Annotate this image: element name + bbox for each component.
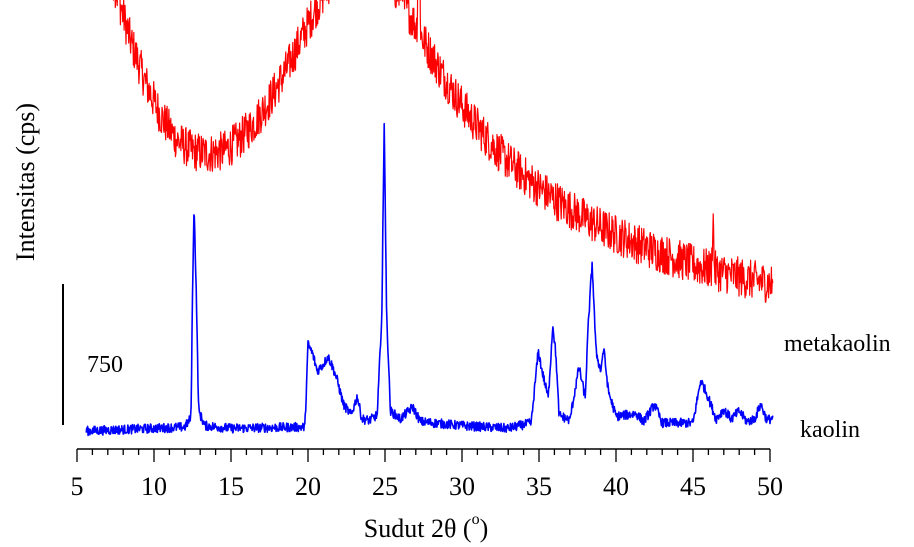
series-line-metakaolin bbox=[112, 0, 774, 303]
x-tick-label: 35 bbox=[526, 472, 552, 501]
x-axis-title: Sudut 2θ (o) bbox=[364, 511, 488, 543]
scale-bar-label: 750 bbox=[87, 352, 123, 378]
x-tick-label: 50 bbox=[757, 472, 783, 501]
x-tick-label: 40 bbox=[603, 472, 629, 501]
x-tick-labels: 5 10 15 20 25 30 35 40 45 50 bbox=[71, 472, 784, 501]
y-axis: Intensitas (cps) bbox=[11, 103, 40, 261]
x-tick-label: 25 bbox=[372, 472, 398, 501]
x-axis: 5 10 15 20 25 30 35 40 45 50 Sudut 2θ (o) bbox=[71, 448, 784, 543]
plot-traces bbox=[85, 0, 774, 437]
x-axis-title-degree: o bbox=[472, 511, 480, 528]
series-line-kaolin bbox=[85, 122, 774, 437]
series-label-metakaolin: metakaolin bbox=[784, 331, 891, 357]
series-label-kaolin: kaolin bbox=[800, 417, 860, 443]
x-tick-label: 20 bbox=[295, 472, 321, 501]
x-tick-label: 45 bbox=[680, 472, 706, 501]
x-ticks bbox=[76, 449, 771, 462]
x-tick-label: 30 bbox=[449, 472, 475, 501]
y-axis-title: Intensitas (cps) bbox=[11, 103, 40, 261]
x-axis-title-main: Sudut 2θ ( bbox=[364, 514, 472, 543]
x-tick-label: 5 bbox=[71, 472, 84, 501]
x-tick-label: 15 bbox=[218, 472, 244, 501]
x-tick-label: 10 bbox=[141, 472, 167, 501]
intensity-scale-bar: 750 bbox=[62, 284, 123, 425]
x-axis-title-close: ) bbox=[480, 514, 489, 543]
